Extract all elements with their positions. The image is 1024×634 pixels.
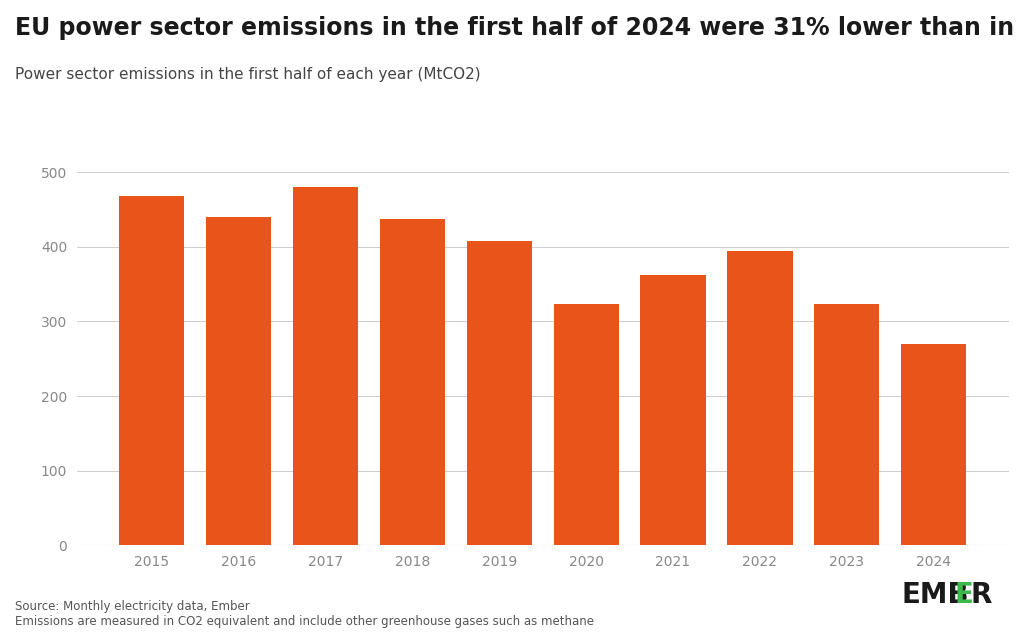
Bar bbox=[380, 219, 445, 545]
Bar bbox=[119, 196, 184, 545]
Text: Power sector emissions in the first half of each year (MtCO2): Power sector emissions in the first half… bbox=[15, 67, 481, 82]
Text: EU power sector emissions in the first half of 2024 were 31% lower than in 2022: EU power sector emissions in the first h… bbox=[15, 16, 1024, 40]
Bar bbox=[554, 304, 618, 545]
Bar bbox=[206, 217, 271, 545]
Text: Source: Monthly electricity data, Ember
Emissions are measured in CO2 equivalent: Source: Monthly electricity data, Ember … bbox=[15, 600, 594, 628]
Text: EMB: EMB bbox=[901, 581, 969, 609]
Bar bbox=[640, 275, 706, 545]
Text: E: E bbox=[954, 581, 973, 609]
Bar bbox=[467, 241, 531, 545]
Text: R: R bbox=[971, 581, 992, 609]
Bar bbox=[814, 304, 880, 545]
Bar bbox=[901, 344, 967, 545]
Bar bbox=[293, 187, 358, 545]
Bar bbox=[727, 251, 793, 545]
